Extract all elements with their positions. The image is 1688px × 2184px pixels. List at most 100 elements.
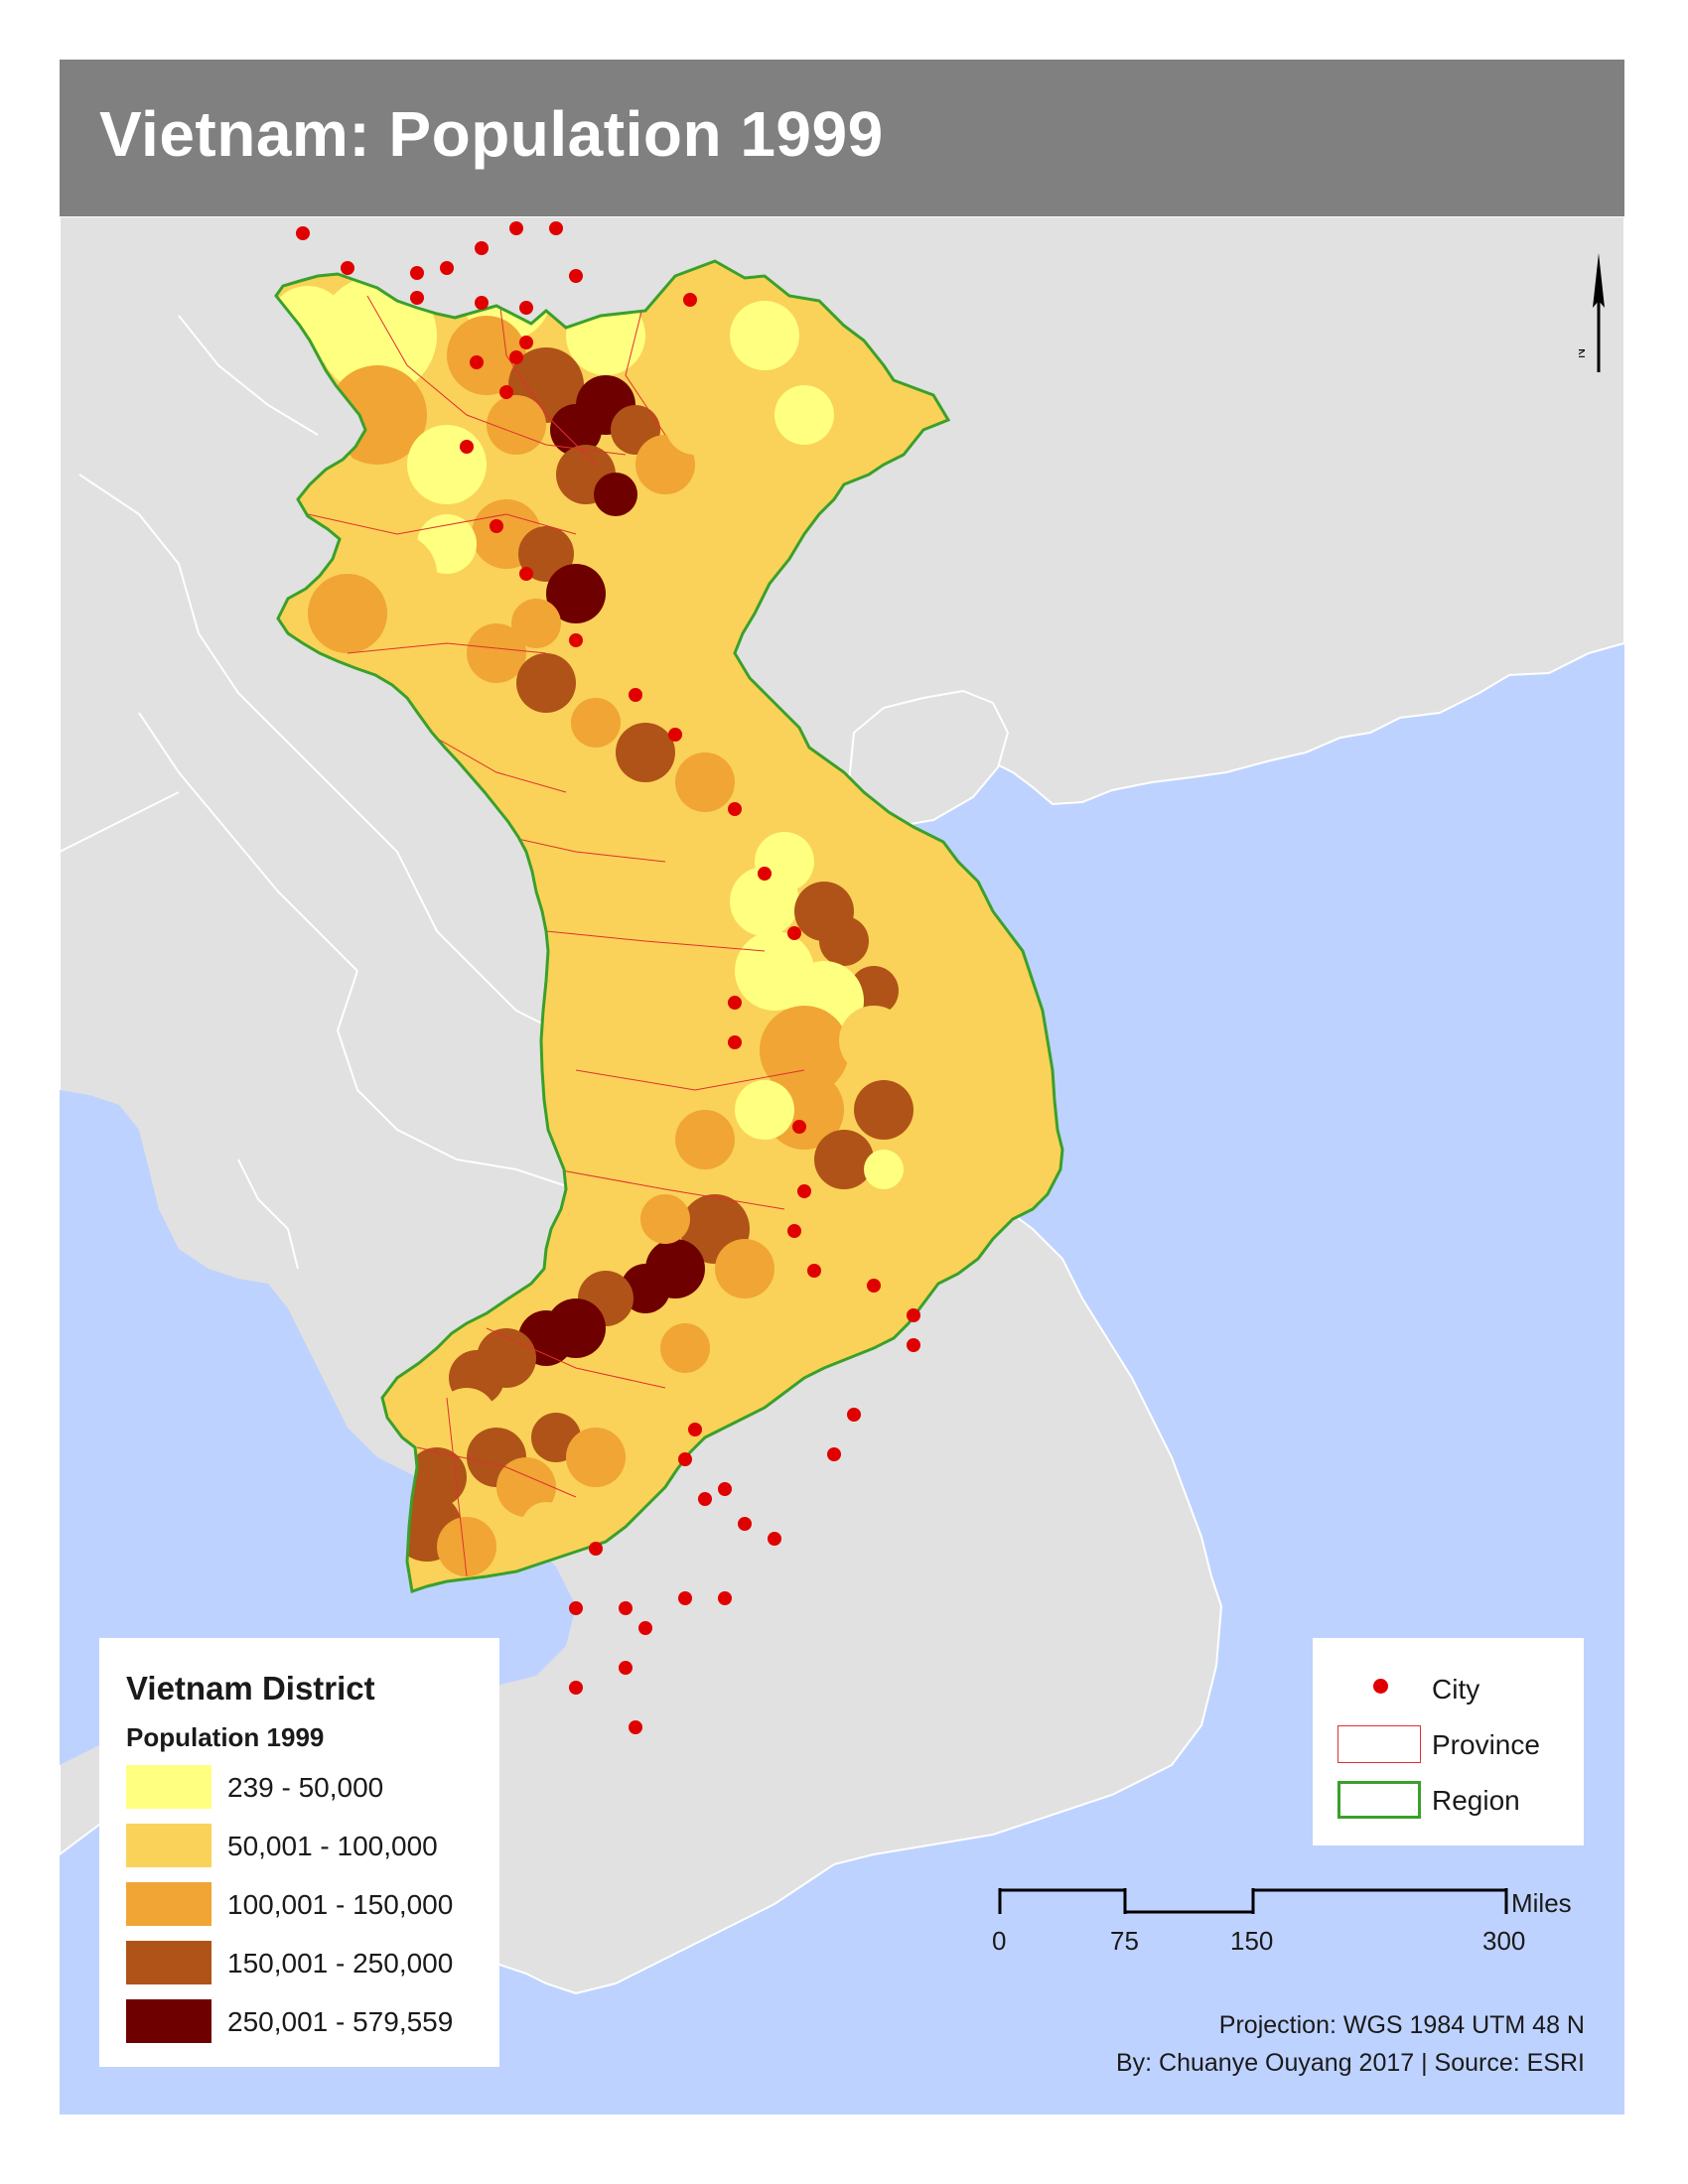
- city-marker: [847, 1408, 861, 1422]
- district-patch: [487, 395, 546, 455]
- province-boundary: [486, 1327, 666, 1389]
- author-source-credit: By: Chuanye Ouyang 2017 | Source: ESRI: [1115, 2049, 1585, 2077]
- district-patch: [616, 723, 675, 782]
- legend-swatch-5: [126, 1999, 211, 2043]
- city-marker: [683, 293, 697, 307]
- city-marker: [907, 1308, 920, 1322]
- city-marker: [907, 1338, 920, 1352]
- district-patch: [819, 916, 869, 966]
- title-bar: Vietnam: Population 1999: [60, 60, 1624, 216]
- district-patch: [730, 867, 799, 936]
- city-marker: [629, 688, 642, 702]
- city-marker: [410, 266, 424, 280]
- district-patch: [735, 1080, 794, 1140]
- city-marker: [792, 1120, 806, 1134]
- north-arrow-label: N: [1579, 348, 1588, 358]
- city-marker: [698, 1492, 712, 1506]
- legend-subtitle: Population 1999: [126, 1722, 325, 1752]
- vietnam-land-base: [276, 261, 1062, 1591]
- legend-class-5: 250,001 - 579,559: [126, 1999, 493, 2043]
- legend-swatch-4: [126, 1941, 211, 1984]
- district-patch: [735, 931, 814, 1011]
- city-marker: [629, 1720, 642, 1734]
- city-marker: [519, 567, 533, 581]
- district-patch: [665, 395, 725, 455]
- city-marker: [549, 221, 563, 235]
- district-patch: [814, 1130, 874, 1189]
- legend-province-row: Province: [1337, 1723, 1576, 1765]
- scale-label-75: 75: [1110, 1926, 1139, 1956]
- legend-class-3: 100,001 - 150,000: [126, 1882, 493, 1926]
- legend-region-row: Region: [1337, 1779, 1576, 1821]
- projection-credit: Projection: WGS 1984 UTM 48 N: [1218, 2011, 1585, 2039]
- city-marker: [509, 350, 523, 364]
- district-patch: [566, 1428, 626, 1487]
- province-boundary: [366, 295, 627, 456]
- legend-title: Vietnam District: [126, 1670, 375, 1706]
- district-patch: [760, 1006, 849, 1095]
- city-marker: [718, 1591, 732, 1605]
- city-marker: [569, 1601, 583, 1615]
- scale-bar-graphic: [998, 1888, 1508, 1914]
- city-marker: [678, 1452, 692, 1466]
- city-marker: [569, 269, 583, 283]
- district-patch: [660, 1323, 710, 1373]
- legend-class-1: 239 - 50,000: [126, 1765, 493, 1809]
- city-marker: [758, 867, 772, 881]
- province-boundary: [545, 930, 766, 952]
- city-marker: [475, 241, 489, 255]
- district-patch: [839, 1006, 909, 1075]
- scale-label-0: 0: [992, 1926, 1007, 1956]
- city-marker: [787, 926, 801, 940]
- province-boundary: [307, 513, 577, 535]
- district-patch: [854, 1080, 914, 1140]
- district-patch: [496, 1457, 556, 1517]
- district-patch: [675, 1110, 735, 1169]
- city-marker: [718, 1482, 732, 1496]
- legend-region-label: Region: [1432, 1785, 1520, 1816]
- district-patch: [546, 564, 606, 623]
- city-marker: [475, 296, 489, 310]
- city-marker: [728, 996, 742, 1010]
- province-symbol-icon: [1337, 1725, 1421, 1763]
- north-arrow: N: [1579, 253, 1605, 372]
- legend-swatch-3: [126, 1882, 211, 1926]
- district-patch: [550, 404, 602, 456]
- district-patch: [516, 653, 576, 713]
- legend-class-2: 50,001 - 100,000: [126, 1824, 493, 1867]
- city-marker: [589, 1542, 603, 1556]
- city-marker: [470, 355, 484, 369]
- district-patch: [308, 574, 387, 653]
- map-layout: Vietnam: Population 1999: [60, 60, 1624, 2115]
- province-boundary: [495, 275, 597, 466]
- district-patch: [571, 698, 621, 748]
- city-marker: [728, 1035, 742, 1049]
- map-title: Vietnam: Population 1999: [99, 98, 884, 170]
- city-marker: [619, 1661, 633, 1675]
- scale-label-300: 300: [1482, 1926, 1526, 1956]
- city-marker: [728, 802, 742, 816]
- city-marker: [807, 1264, 821, 1278]
- district-legend: Vietnam District Population 1999 239 - 5…: [99, 1638, 499, 2067]
- city-marker: [490, 519, 503, 533]
- district-patch: [740, 1155, 809, 1224]
- city-marker: [341, 261, 354, 275]
- legend-label-2: 50,001 - 100,000: [227, 1831, 438, 1861]
- legend-label-4: 150,001 - 250,000: [227, 1948, 454, 1979]
- district-patch: [447, 316, 526, 395]
- district-patch: [616, 1358, 675, 1418]
- city-marker: [410, 291, 424, 305]
- symbol-legend: City Province Region: [1313, 1638, 1584, 1845]
- legend-city-label: City: [1432, 1674, 1480, 1705]
- city-marker: [499, 385, 513, 399]
- district-patch: [715, 1239, 774, 1298]
- district-patch: [511, 599, 561, 648]
- legend-label-5: 250,001 - 579,559: [227, 2006, 454, 2037]
- city-marker: [460, 440, 474, 454]
- city-marker: [867, 1279, 881, 1293]
- city-marker: [787, 1224, 801, 1238]
- district-patch: [611, 1135, 680, 1204]
- legend-class-4: 150,001 - 250,000: [126, 1941, 493, 1984]
- district-patch: [518, 526, 574, 582]
- district-patch: [437, 1517, 496, 1576]
